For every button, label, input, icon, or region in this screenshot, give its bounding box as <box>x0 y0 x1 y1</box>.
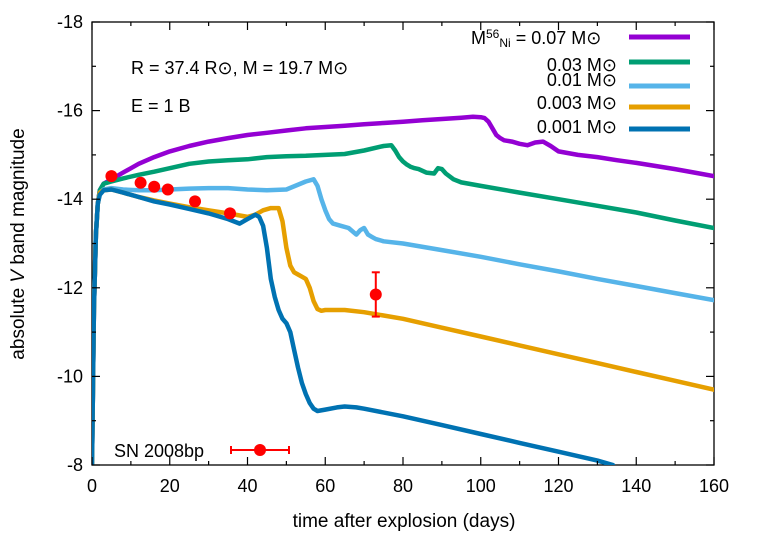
x-tick-label: 40 <box>237 476 257 496</box>
x-tick-label: 160 <box>699 476 729 496</box>
observations-legend: SN 2008bp <box>114 441 290 461</box>
obs-point-5 <box>224 207 237 220</box>
annotation-text-2: E = 1 B <box>131 96 191 116</box>
legend: M56Ni = 0.07 M⊙ 0.03 M⊙ 0.01 M⊙ 0.003 M⊙… <box>471 27 690 137</box>
legend-label-0.001: 0.001 M⊙ <box>537 117 617 137</box>
series-line-4 <box>92 187 616 465</box>
legend-label-0.03: 0.03 M⊙ <box>547 55 617 75</box>
y-tick-label: -14 <box>57 189 83 209</box>
y-tick-label: -12 <box>57 278 83 298</box>
ticks-layer: 0 20 40 60 80 100 120 140 160 -8 -10 -12 -14 -16 -18 <box>57 12 729 496</box>
observations-layer <box>105 170 382 318</box>
x-tick-label: 0 <box>87 476 97 496</box>
annotation-text-1: R = 37.4 R⊙, M = 19.7 M⊙ <box>131 58 348 78</box>
x-tick-label: 20 <box>160 476 180 496</box>
legend-label-0.01: 0.01 M⊙ <box>547 70 617 90</box>
series-layer <box>92 114 714 465</box>
obs-point-3 <box>161 183 174 196</box>
observations-legend-label: SN 2008bp <box>114 441 204 461</box>
series-line-0 <box>92 114 714 465</box>
x-tick-label: 120 <box>543 476 573 496</box>
obs-point-6 <box>369 288 382 301</box>
y-axis-label: absolute V band magnitude <box>8 128 29 359</box>
obs-point-2 <box>148 180 161 193</box>
y-tick-label: -8 <box>67 455 83 475</box>
x-tick-label: 80 <box>393 476 413 496</box>
series-line-2 <box>92 177 714 465</box>
x-tick-label: 100 <box>466 476 496 496</box>
obs-point-1 <box>134 176 147 189</box>
y-tick-label: -16 <box>57 101 83 121</box>
series-line-3 <box>92 187 714 465</box>
annotation-radius-mass: R = 37.4 R⊙, M = 19.7 M⊙ <box>131 58 348 78</box>
y-tick-label: -10 <box>57 366 83 386</box>
obs-point-4 <box>189 195 202 208</box>
obs-legend-marker <box>254 444 266 456</box>
legend-header-label: M56Ni = 0.07 M⊙ <box>471 27 601 50</box>
annotation-energy: E = 1 B <box>131 96 191 116</box>
x-tick-label: 140 <box>621 476 651 496</box>
series-line-1 <box>92 142 714 465</box>
obs-point-0 <box>105 170 118 183</box>
y-tick-label: -18 <box>57 12 83 32</box>
legend-label-0.003: 0.003 M⊙ <box>537 93 617 113</box>
legend-swatches <box>629 34 690 132</box>
x-axis-label: time after explosion (days) <box>293 511 516 532</box>
x-tick-label: 60 <box>315 476 335 496</box>
